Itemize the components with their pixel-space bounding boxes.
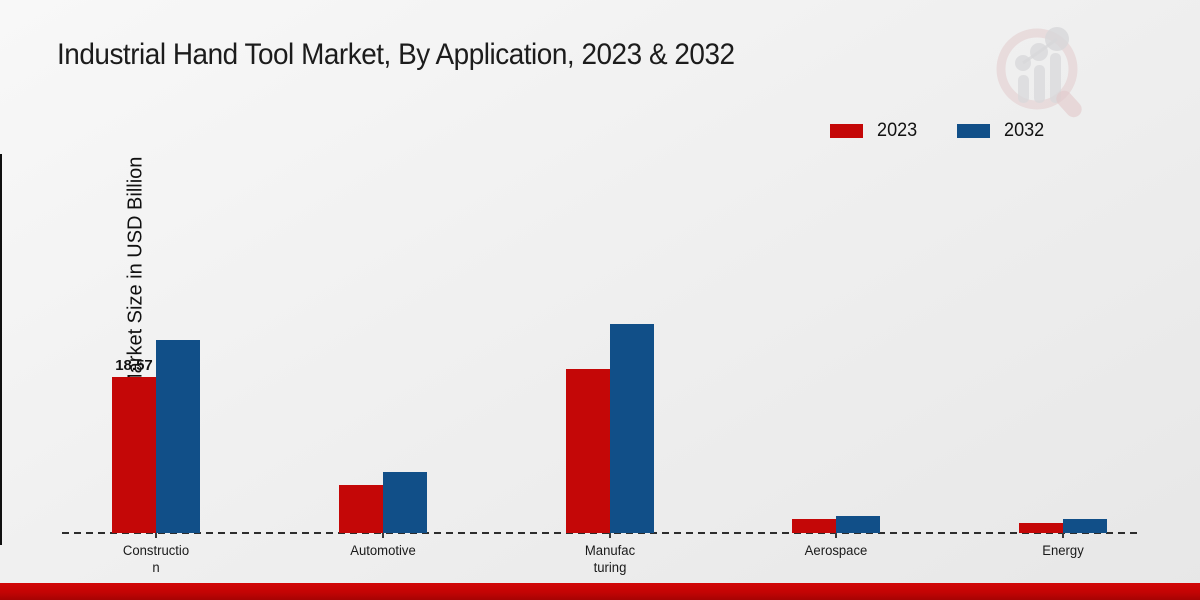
legend-swatch-2023: [830, 124, 864, 138]
legend-entry-2032: 2032: [956, 120, 1045, 142]
page-title: Industrial Hand Tool Market, By Applicat…: [57, 38, 735, 71]
footer-accent-band: [0, 583, 1200, 600]
legend-label-2023: 2023: [877, 120, 918, 141]
x-axis-label-energy: Energy: [1042, 543, 1084, 558]
x-axis-label-aerospace: Aerospace: [804, 543, 868, 558]
plot-area: Constructio n Automotive Manufac turing Aeros…: [62, 150, 1140, 575]
bar-2023-construction: [112, 377, 156, 533]
x-axis-label-automotive: Automotive: [349, 543, 416, 558]
bar-value-label: 18.57: [115, 357, 153, 374]
x-axis-tick: [155, 533, 157, 538]
x-axis-label-construction: Constructio n: [122, 543, 190, 575]
bar-2023-automotive: [338, 485, 383, 533]
magnifier-bar-chart-logo-icon: [996, 27, 1082, 118]
x-axis-baseline: [62, 532, 1140, 534]
x-axis-tick: [381, 533, 384, 538]
left-edge-axis-line: [0, 154, 2, 545]
x-axis-tick: [1062, 533, 1064, 538]
bar-2023-aerospace: [792, 518, 837, 533]
legend-swatch-2032: [956, 124, 990, 138]
legend-entry-2023: 2023: [830, 120, 918, 142]
bar-2032-manufacturing: [609, 323, 654, 533]
x-axis-tick: [835, 533, 838, 538]
bar-2023-energy: [1019, 522, 1063, 533]
bar-2032-construction: [156, 339, 200, 533]
bar-2023-manufacturing: [565, 369, 610, 533]
legend-label-2032: 2032: [1003, 120, 1044, 141]
x-axis-tick: [608, 533, 611, 538]
x-axis-label-manufacturing: Manufac turing: [584, 543, 635, 575]
bar-2032-automotive: [382, 471, 427, 533]
legend: 2023 2032: [830, 120, 1045, 142]
bar-2032-aerospace: [836, 516, 881, 533]
bar-2032-energy: [1063, 519, 1107, 533]
